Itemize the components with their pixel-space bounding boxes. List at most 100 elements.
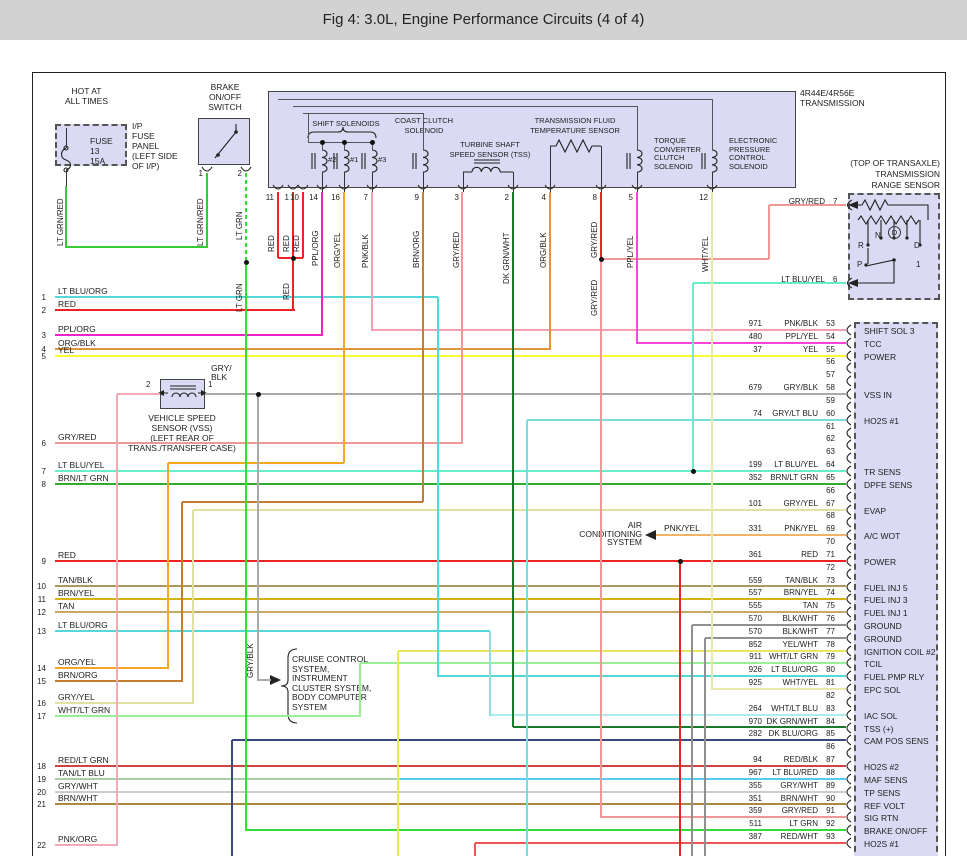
wire-segment: [769, 204, 846, 206]
vss-pin-2: 2: [146, 380, 151, 389]
range-position-label: P: [857, 260, 863, 269]
brake-switch-label: BRAKE ON/OFF SWITCH: [208, 82, 242, 112]
pcm-pin-function: FUEL PMP RLY: [864, 672, 925, 682]
wire-color-label: BLK/WHT: [782, 614, 818, 623]
wire-segment: [245, 173, 247, 262]
wire-segment: [692, 624, 846, 626]
fuse-label: FUSE 13 15A: [90, 136, 113, 166]
pcm-pin-number: 87: [826, 755, 835, 764]
hot-at-label: HOT AT ALL TIMES: [65, 86, 108, 106]
circuit-number: 926: [748, 665, 762, 674]
pcm-pin-number: 59: [826, 396, 835, 405]
wire-segment: [55, 630, 490, 632]
wire-segment: [55, 715, 360, 717]
left-row-wire-label: RED/LT GRN: [58, 755, 109, 765]
wire-segment: [245, 262, 247, 831]
pcm-pin-function: HO2S #1: [864, 839, 899, 849]
pcm-pin-number: 56: [826, 357, 835, 366]
wire-segment: [55, 585, 846, 587]
tcc-label: TORQUE CONVERTER CLUTCH SOLENOID: [654, 136, 701, 171]
wire-segment: [167, 463, 169, 669]
wire-segment: [308, 142, 372, 143]
wire-segment: [55, 803, 846, 805]
range-position-label: D: [888, 226, 901, 239]
junction-dot: [677, 558, 683, 564]
wire-color-label: PPL/ORG: [311, 230, 320, 266]
left-row-wire-label: TAN/LT BLU: [58, 768, 105, 778]
circuit-number: 570: [748, 627, 762, 636]
circuit-number: 37: [753, 345, 762, 354]
pcm-pin-function: GROUND: [864, 634, 902, 644]
left-row-number: 22: [37, 841, 46, 850]
trans-pin-number: 16: [331, 193, 340, 202]
range-position-label: N: [875, 231, 881, 240]
wire-color-label: WHT/YEL: [782, 678, 818, 687]
wire-segment: [246, 829, 846, 831]
wire-segment: [55, 309, 295, 311]
junction-dot: [243, 259, 249, 265]
circuit-number: 570: [748, 614, 762, 623]
wire-segment: [181, 502, 183, 682]
wire-segment: [205, 393, 846, 395]
wire-segment: [55, 470, 846, 472]
left-row-number: 12: [37, 608, 46, 617]
coil-id-label: #2: [328, 155, 337, 164]
wire-segment: [397, 651, 399, 856]
circuit-number: 925: [748, 678, 762, 687]
wire-color-label: RED: [282, 235, 291, 252]
circuit-number: 355: [748, 781, 762, 790]
wire-segment: [656, 534, 846, 536]
wire-color-label: PNK/BLK: [361, 234, 370, 268]
wire-segment: [55, 667, 168, 669]
wire-segment: [600, 192, 602, 259]
pcm-pin-number: 89: [826, 781, 835, 790]
wire-segment: [372, 142, 373, 150]
wire-segment: [302, 192, 304, 258]
pcm-pin-function: TP SENS: [864, 788, 901, 798]
wire-segment: [704, 638, 706, 856]
wire-segment: [637, 342, 846, 344]
left-row-number: 19: [37, 775, 46, 784]
wire-segment: [489, 631, 491, 716]
pcm-pin-function: TR SENS: [864, 467, 901, 477]
wire-color-label: GRY/WHT: [780, 781, 818, 790]
left-row-number: 15: [37, 677, 46, 686]
left-row-number: 9: [41, 557, 46, 566]
pcm-pin-function: BRAKE ON/OFF: [864, 826, 928, 836]
wire-segment: [768, 205, 770, 259]
wire-color-label: GRY/BLK: [246, 643, 255, 678]
pcm-pin-number: 78: [826, 640, 835, 649]
wire-color-label: TAN/BLK: [785, 576, 818, 585]
wire-segment: [705, 637, 846, 639]
pcm-pin-number: 74: [826, 588, 835, 597]
left-row-number: 21: [37, 800, 46, 809]
trans-pin-number: 9: [414, 193, 419, 202]
left-row-wire-label: WHT/LT GRN: [58, 705, 111, 715]
wire-segment: [691, 625, 693, 856]
wire-segment: [372, 172, 373, 192]
wire-segment: [55, 680, 182, 682]
pcm-pin-function: EPC SOL: [864, 685, 901, 695]
wire-segment: [117, 393, 160, 395]
wire-segment: [712, 172, 713, 192]
wire-segment: [66, 128, 67, 148]
wire-segment: [258, 679, 271, 681]
wire-color-label: BRN/ORG: [412, 230, 421, 268]
left-row-number: 6: [41, 439, 46, 448]
pcm-pin-number: 91: [826, 806, 835, 815]
wire-color-label: WHT/LT GRN: [768, 652, 818, 661]
wire-segment: [55, 611, 846, 613]
tfts-label: TRANSMISSION FLUID TEMPERATURE SENSOR: [530, 116, 620, 135]
left-row-wire-label: LT BLU/ORG: [58, 620, 108, 630]
wire-segment: [438, 675, 846, 677]
left-row-wire-label: RED: [58, 550, 76, 560]
wire-segment: [637, 106, 638, 150]
pcm-pin-function: SIG RTN: [864, 813, 899, 823]
wire-color-label: GRY/RED: [781, 806, 818, 815]
wire-color-label: BRN/LT GRN: [770, 473, 818, 482]
pcm-pin-function: POWER: [864, 557, 897, 567]
wire-color-label: RED/WHT: [780, 832, 818, 841]
wire-segment: [712, 99, 713, 150]
junction-dot: [255, 391, 261, 397]
